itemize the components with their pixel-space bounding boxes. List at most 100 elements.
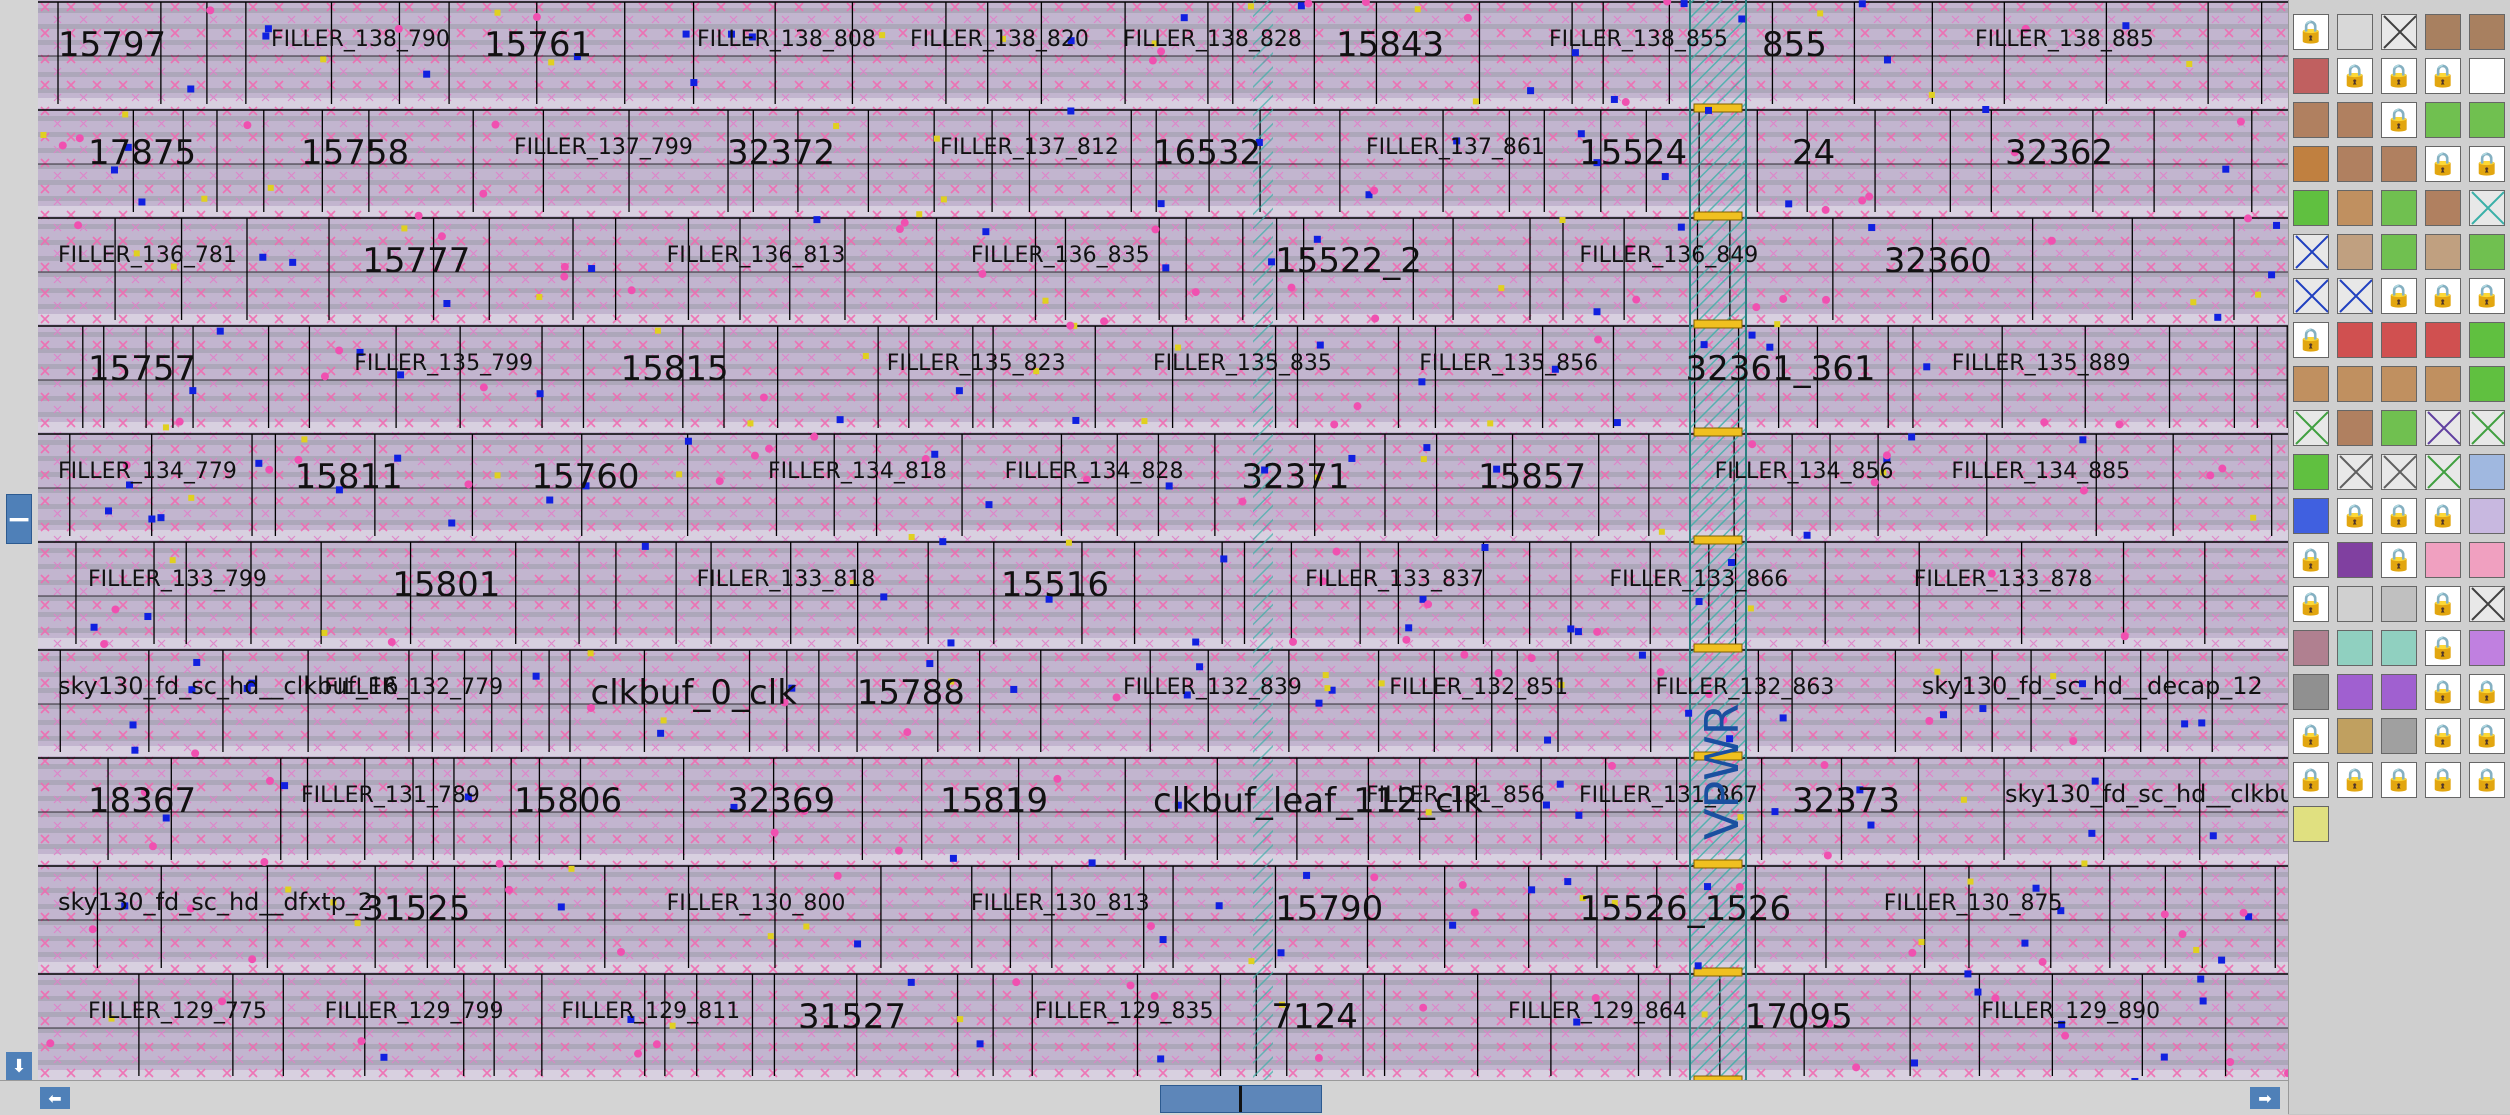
layer-swatch[interactable]: [2293, 278, 2329, 314]
layer-swatch[interactable]: [2293, 146, 2329, 182]
layer-swatch[interactable]: [2337, 14, 2373, 50]
layer-locked-swatch[interactable]: 🔒: [2425, 58, 2461, 94]
scroll-left-arrow-icon[interactable]: ⬅: [40, 1087, 70, 1109]
layer-locked-swatch[interactable]: 🔒: [2381, 58, 2417, 94]
layer-swatch[interactable]: [2469, 14, 2505, 50]
layer-swatch[interactable]: [2469, 586, 2505, 622]
layer-locked-swatch[interactable]: 🔒: [2469, 762, 2505, 798]
layer-swatch[interactable]: [2425, 366, 2461, 402]
layer-swatch[interactable]: [2293, 58, 2329, 94]
layer-locked-swatch[interactable]: 🔒: [2425, 498, 2461, 534]
layer-swatch[interactable]: [2469, 454, 2505, 490]
layer-swatch[interactable]: [2337, 146, 2373, 182]
layer-swatch[interactable]: [2337, 410, 2373, 446]
layer-swatch[interactable]: [2337, 278, 2373, 314]
layer-swatch[interactable]: [2381, 366, 2417, 402]
layer-swatch[interactable]: [2293, 498, 2329, 534]
layer-swatch[interactable]: [2425, 14, 2461, 50]
layer-swatch[interactable]: [2381, 146, 2417, 182]
layer-swatch[interactable]: [2337, 542, 2373, 578]
layer-locked-swatch[interactable]: 🔒: [2425, 630, 2461, 666]
layer-swatch[interactable]: [2469, 498, 2505, 534]
layer-swatch[interactable]: [2469, 102, 2505, 138]
layer-locked-swatch[interactable]: 🔒: [2381, 542, 2417, 578]
layer-locked-swatch[interactable]: 🔒: [2425, 762, 2461, 798]
layer-locked-swatch[interactable]: 🔒: [2293, 14, 2329, 50]
layer-swatch[interactable]: [2293, 102, 2329, 138]
layer-locked-swatch[interactable]: 🔒: [2425, 718, 2461, 754]
layer-swatch[interactable]: [2337, 454, 2373, 490]
layer-locked-swatch[interactable]: 🔒: [2425, 278, 2461, 314]
layer-swatch[interactable]: [2293, 454, 2329, 490]
layer-swatch[interactable]: [2425, 542, 2461, 578]
layer-locked-swatch[interactable]: 🔒: [2293, 762, 2329, 798]
layer-swatch[interactable]: [2425, 102, 2461, 138]
layer-locked-swatch[interactable]: 🔒: [2337, 762, 2373, 798]
layer-swatch[interactable]: [2293, 190, 2329, 226]
layer-swatch[interactable]: [2337, 718, 2373, 754]
layer-swatch[interactable]: [2469, 234, 2505, 270]
horizontal-scroll-thumb[interactable]: [1160, 1085, 1322, 1113]
layout-canvas[interactable]: 15797 FILLER_138_790 15761 FILLER_138_808 FI…: [38, 0, 2288, 1080]
layer-locked-swatch[interactable]: 🔒: [2469, 278, 2505, 314]
layer-locked-swatch[interactable]: 🔒: [2469, 718, 2505, 754]
layer-swatch[interactable]: [2381, 718, 2417, 754]
layer-swatch[interactable]: [2337, 190, 2373, 226]
layer-swatch[interactable]: [2425, 234, 2461, 270]
layer-locked-swatch[interactable]: 🔒: [2293, 322, 2329, 358]
layer-swatch[interactable]: [2381, 190, 2417, 226]
vertical-scrollbar[interactable]: − ⬇: [0, 0, 39, 1114]
layer-swatch[interactable]: [2381, 586, 2417, 622]
layer-swatch[interactable]: [2293, 630, 2329, 666]
layer-swatch[interactable]: [2337, 366, 2373, 402]
layer-swatch[interactable]: [2293, 410, 2329, 446]
layer-swatch[interactable]: [2293, 806, 2329, 842]
layer-locked-swatch[interactable]: 🔒: [2381, 278, 2417, 314]
layer-swatch[interactable]: [2381, 410, 2417, 446]
layer-swatch[interactable]: [2425, 454, 2461, 490]
layer-swatch[interactable]: [2293, 366, 2329, 402]
layer-swatch[interactable]: [2381, 14, 2417, 50]
vertical-scroll-thumb[interactable]: −: [6, 494, 32, 544]
layer-swatch[interactable]: [2469, 366, 2505, 402]
layer-swatch[interactable]: [2381, 234, 2417, 270]
layer-locked-swatch[interactable]: 🔒: [2425, 674, 2461, 710]
layer-locked-swatch[interactable]: 🔒: [2293, 542, 2329, 578]
layer-swatch[interactable]: [2293, 674, 2329, 710]
layer-swatch[interactable]: [2337, 586, 2373, 622]
layer-locked-swatch[interactable]: 🔒: [2469, 674, 2505, 710]
layer-locked-swatch[interactable]: 🔒: [2381, 762, 2417, 798]
layer-swatch[interactable]: [2381, 454, 2417, 490]
layer-swatch[interactable]: [2469, 58, 2505, 94]
layer-swatch[interactable]: [2337, 674, 2373, 710]
layer-locked-swatch[interactable]: 🔒: [2381, 498, 2417, 534]
layer-swatch[interactable]: [2425, 410, 2461, 446]
layer-locked-swatch[interactable]: 🔒: [2469, 146, 2505, 182]
layer-swatch[interactable]: [2425, 190, 2461, 226]
scroll-right-arrow-icon[interactable]: ➡: [2250, 1087, 2280, 1109]
layer-locked-swatch[interactable]: 🔒: [2337, 498, 2373, 534]
layer-swatch[interactable]: [2425, 322, 2461, 358]
layer-locked-swatch[interactable]: 🔒: [2425, 146, 2461, 182]
layer-swatch[interactable]: [2381, 322, 2417, 358]
layer-locked-swatch[interactable]: 🔒: [2337, 58, 2373, 94]
layer-locked-swatch[interactable]: 🔒: [2425, 586, 2461, 622]
layer-swatch[interactable]: [2381, 674, 2417, 710]
layer-swatch[interactable]: [2469, 410, 2505, 446]
layer-swatch[interactable]: [2293, 234, 2329, 270]
layer-swatch[interactable]: [2337, 234, 2373, 270]
layer-locked-swatch[interactable]: 🔒: [2381, 102, 2417, 138]
layer-swatch[interactable]: [2469, 542, 2505, 578]
layer-swatch[interactable]: [2469, 630, 2505, 666]
layer-swatch[interactable]: [2469, 322, 2505, 358]
layer-locked-swatch[interactable]: 🔒: [2293, 718, 2329, 754]
horizontal-scrollbar[interactable]: ⬅ ➡: [0, 1080, 2288, 1115]
layer-swatch[interactable]: [2469, 190, 2505, 226]
layer-swatch[interactable]: [2337, 630, 2373, 666]
scroll-down-arrow-icon[interactable]: ⬇: [6, 1052, 32, 1080]
layout-view[interactable]: 15797 FILLER_138_790 15761 FILLER_138_808 FI…: [38, 0, 2288, 1080]
layer-swatch[interactable]: [2381, 630, 2417, 666]
layer-locked-swatch[interactable]: 🔒: [2293, 586, 2329, 622]
layer-swatch[interactable]: [2337, 102, 2373, 138]
layer-swatch[interactable]: [2337, 322, 2373, 358]
